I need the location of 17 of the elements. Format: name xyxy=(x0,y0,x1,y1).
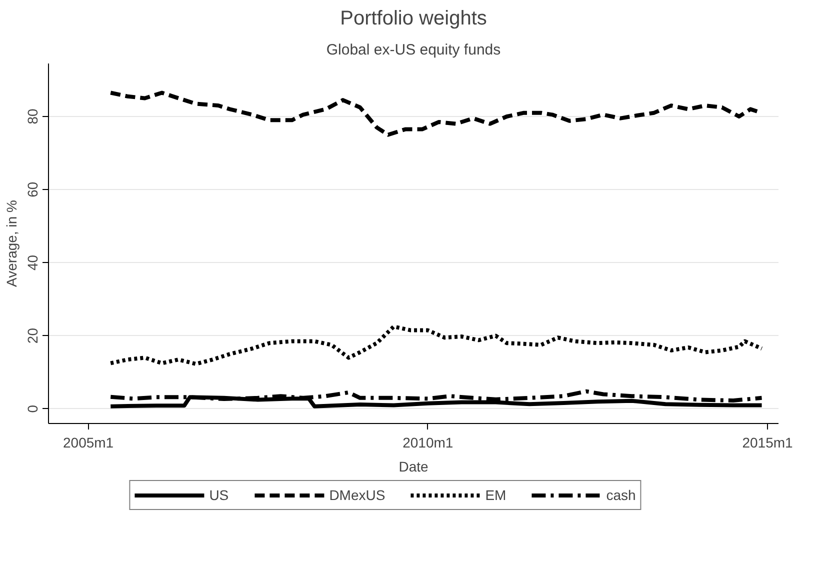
y-tick-label: 80 xyxy=(24,108,40,124)
legend-label: DMexUS xyxy=(329,487,386,503)
y-tick-label: 0 xyxy=(24,404,40,413)
chart-title: Portfolio weights xyxy=(340,8,487,30)
x-axis-title: Date xyxy=(398,458,428,474)
line-series xyxy=(108,324,764,366)
y-axis-title: Average, in % xyxy=(4,200,20,287)
legend-label: EM xyxy=(485,487,506,503)
legend-label: cash xyxy=(606,487,636,503)
chart-subtitle: Global ex-US equity funds xyxy=(326,42,501,58)
x-tick-label: 2005m1 xyxy=(63,434,114,450)
legend-label: US xyxy=(209,487,230,503)
y-tick-label: 40 xyxy=(24,254,40,270)
x-tick-label: 2010m1 xyxy=(402,434,454,450)
x-tick-label: 2015m1 xyxy=(742,434,794,450)
y-tick-label: 20 xyxy=(24,328,40,344)
y-tick-label: 60 xyxy=(24,182,40,198)
